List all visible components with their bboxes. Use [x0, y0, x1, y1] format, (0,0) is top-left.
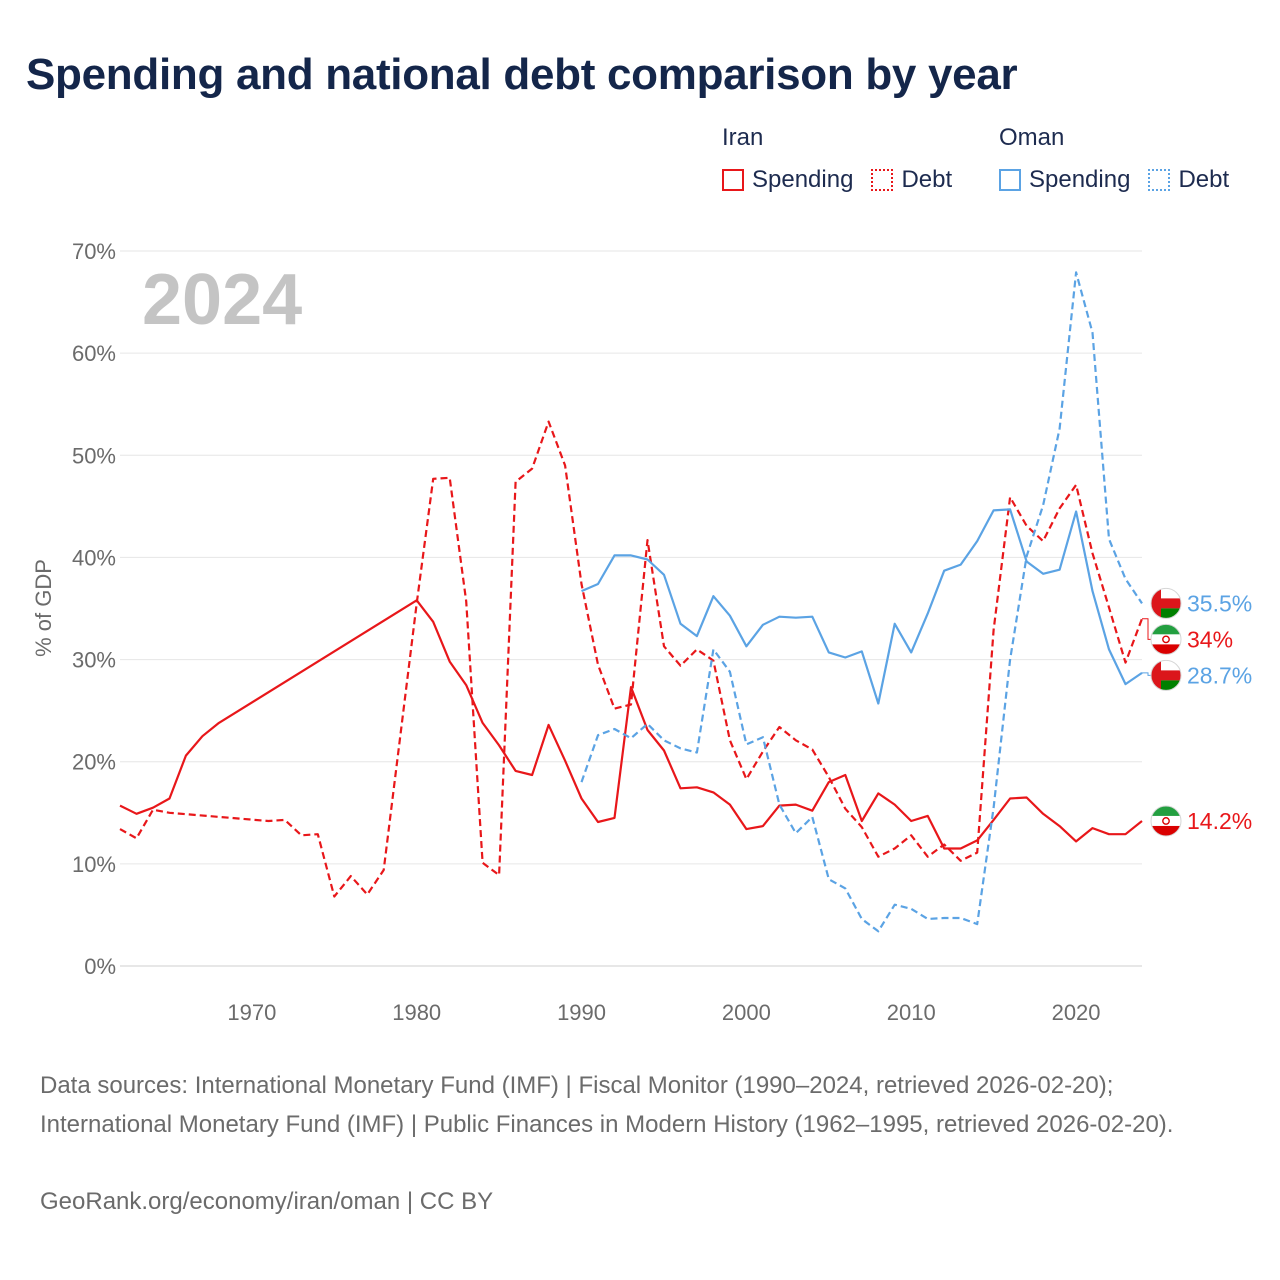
y-axis-ticks: 0% 10% 20% 30% 40% 50% 60% 70% [72, 239, 116, 979]
oman-flag-icon [1150, 587, 1182, 619]
x-tick-label: 2000 [722, 1000, 771, 1025]
x-axis-ticks: 1970 1980 1990 2000 2010 2020 [227, 1000, 1100, 1025]
oman-flag-icon [1150, 659, 1182, 691]
series-line-oman-spending [581, 508, 1143, 705]
y-tick-label: 10% [72, 852, 116, 877]
end-label-connector [1142, 672, 1152, 676]
y-tick-label: 40% [72, 545, 116, 570]
end-label-iran-spending: 14.2% [1187, 808, 1252, 834]
x-tick-label: 2010 [887, 1000, 936, 1025]
y-axis-label: % of GDP [31, 559, 56, 657]
end-label-oman-spending: 28.7% [1187, 662, 1252, 688]
legend-swatch-solid-icon [999, 169, 1021, 191]
end-labels: 35.5% 34% 28.7% 14.2% [1142, 587, 1252, 837]
credit-link[interactable]: GeoRank.org/economy/iran/oman | CC BY [40, 1188, 494, 1215]
iran-flag-icon [1150, 623, 1182, 655]
y-tick-label: 30% [72, 648, 116, 673]
legend-group-oman-name: Oman [999, 124, 1065, 151]
legend-iran-spending[interactable]: Spending [722, 166, 853, 194]
y-tick-label: 50% [72, 443, 116, 468]
end-label-iran-debt: 34% [1187, 626, 1233, 652]
series-line-iran-spending [119, 599, 1143, 850]
legend-label: Debt [901, 166, 953, 193]
legend-swatch-dotted-icon [871, 169, 894, 191]
legend-oman-debt[interactable]: Debt [1148, 166, 1229, 194]
legend-iran-debt[interactable]: Debt [871, 166, 952, 194]
legend-swatch-dotted-icon [1148, 169, 1171, 191]
x-tick-label: 2020 [1052, 1000, 1101, 1025]
end-label-connector [1142, 618, 1152, 640]
y-tick-label: 70% [72, 239, 116, 264]
legend-label: Debt [1178, 166, 1230, 193]
end-label-oman-debt: 35.5% [1187, 590, 1252, 616]
line-chart: 2024 % of GDP 0% 10% 20% 30% 40% 50% 60% 70% 19… [31, 239, 1252, 1025]
legend-label: Spending [752, 166, 854, 193]
series-lines [119, 271, 1144, 933]
series-line-oman-debt [580, 271, 1143, 933]
y-tick-label: 20% [72, 750, 116, 775]
x-tick-label: 1970 [227, 1000, 276, 1025]
x-tick-label: 1980 [392, 1000, 441, 1025]
y-tick-label: 0% [84, 954, 116, 979]
legend-oman-spending[interactable]: Spending [999, 166, 1130, 194]
x-tick-label: 1990 [557, 1000, 606, 1025]
grid [120, 250, 1142, 967]
legend-label: Spending [1029, 166, 1131, 193]
year-watermark: 2024 [142, 260, 302, 340]
legend-group-iran-name: Iran [722, 124, 764, 151]
legend-group-oman: Oman Spending Debt [999, 124, 1247, 194]
data-sources: Data sources: International Monetary Fun… [40, 1072, 1174, 1138]
legend-group-iran: Iran Spending Debt [722, 124, 970, 194]
chart-title: Spending and national debt comparison by… [26, 50, 1018, 99]
iran-flag-icon [1150, 805, 1182, 837]
series-line-iran-debt [119, 420, 1144, 898]
legend-swatch-solid-icon [722, 169, 744, 191]
y-tick-label: 60% [72, 341, 116, 366]
